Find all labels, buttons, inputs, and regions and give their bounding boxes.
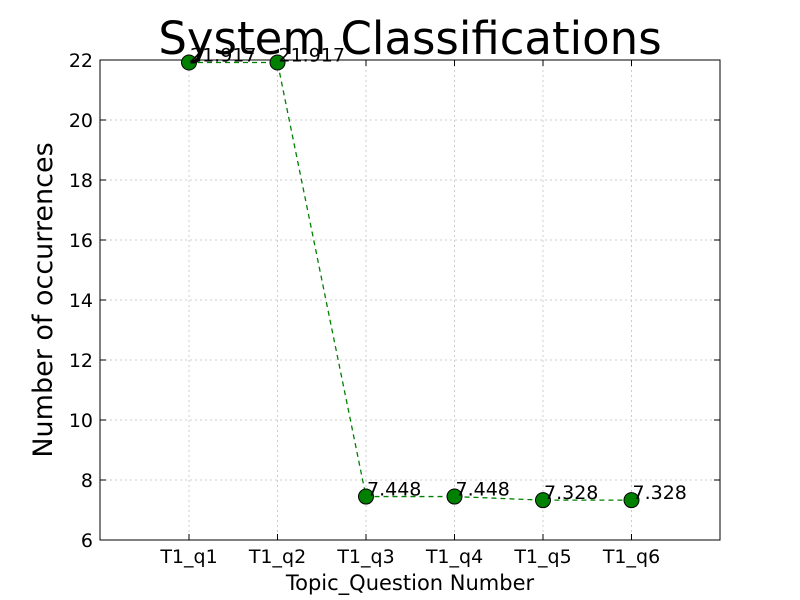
x-tick-label: T1_q3 <box>336 546 394 568</box>
data-label: 21.917 <box>279 44 345 66</box>
series-layer: 21.917 21.917 7.448 7.448 7.328 7.328 <box>181 44 687 509</box>
x-tick-label: T1_q6 <box>602 546 660 568</box>
data-point <box>535 492 551 509</box>
y-tick-label: 12 <box>69 350 93 372</box>
x-tick-label: T1_q1 <box>159 546 217 568</box>
x-tick-label: T1_q4 <box>425 546 483 568</box>
x-axis-label: Topic_Question Number <box>285 571 535 596</box>
data-point <box>269 54 286 71</box>
data-point <box>181 54 197 71</box>
data-label: 7.448 <box>367 479 421 501</box>
y-tick-label: 14 <box>69 290 93 312</box>
y-tick-label: 16 <box>69 230 93 252</box>
y-tick-label: 22 <box>69 50 93 72</box>
chart-title: System Classifications <box>158 12 661 65</box>
data-label: 7.448 <box>456 479 510 501</box>
data-point <box>358 488 374 505</box>
y-tick-label: 10 <box>69 410 93 432</box>
x-tick-label: T1_q2 <box>248 546 306 568</box>
data-label: 21.917 <box>190 44 256 66</box>
data-point <box>446 488 463 505</box>
data-label: 7.328 <box>544 482 598 504</box>
x-tick-label: T1_q5 <box>513 546 571 568</box>
y-tick-label: 18 <box>69 170 93 192</box>
data-label: 7.328 <box>633 482 687 504</box>
data-point <box>623 492 640 509</box>
grid <box>100 59 720 541</box>
y-tick-label: 20 <box>69 110 93 132</box>
series-line <box>189 61 632 501</box>
y-tick-label: 8 <box>81 470 93 492</box>
y-tick-label: 6 <box>81 530 93 552</box>
axis-ticks: 6 8 10 12 14 16 18 20 22 T1_q1 T1_q2 T1_q3 T1_q4 T1_q… <box>69 50 720 568</box>
y-axis-label: Number of occurrences <box>28 142 59 457</box>
